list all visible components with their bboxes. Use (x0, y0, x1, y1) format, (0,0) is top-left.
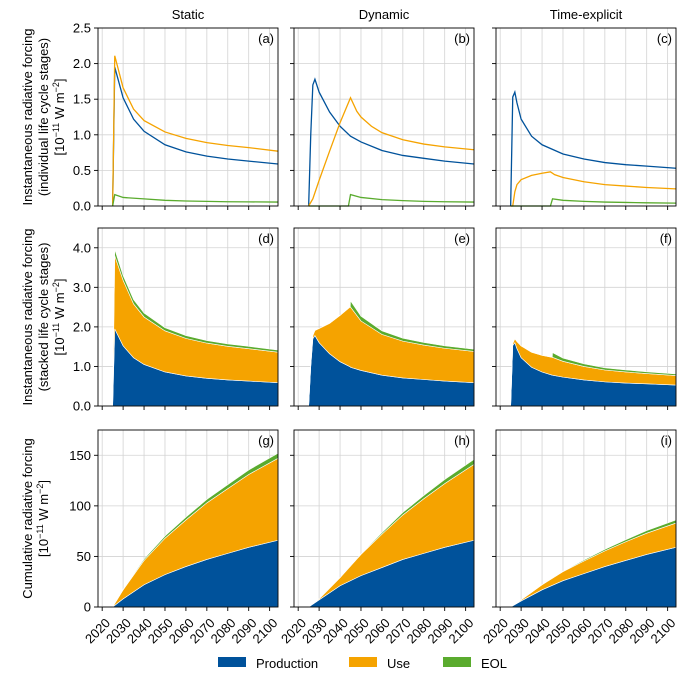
series-line-use (112, 55, 279, 207)
series-line-production (112, 66, 279, 207)
series-line-eol (308, 193, 475, 207)
y-tick-label: 1.5 (73, 92, 91, 107)
y-tick-label: 4.0 (73, 240, 91, 255)
plot-frame (97, 227, 279, 407)
y-tick-label: 0.0 (73, 199, 91, 214)
y-tick-label: 2.0 (73, 319, 91, 334)
panel-f: (f) (492, 227, 677, 410)
y-tick-label: 0.0 (73, 399, 91, 414)
plot-frame (97, 27, 279, 207)
plot-frame (495, 27, 677, 207)
y-tick-label: 0 (84, 600, 91, 615)
ylabel-line-2: (individual life cycle stages) (36, 38, 51, 196)
series-line-eol (510, 198, 677, 207)
legend-label-eol: EOL (481, 656, 507, 671)
y-tick-label: 3.0 (73, 280, 91, 295)
ylabel-unit: [10−11 W m−2] (51, 79, 67, 156)
plot-frame (293, 227, 475, 407)
legend-swatch-production (218, 657, 246, 667)
series-line-use (308, 96, 475, 207)
ylabel-row-0: Instantaneous radiative forcing (individu… (20, 28, 67, 205)
panel-label: (i) (660, 433, 672, 448)
legend: Production Use EOL (218, 656, 507, 671)
panel-a: 0.0 0.5 1.0 1.5 2.0 2.5 (a) (73, 21, 279, 214)
plot-frame (495, 227, 677, 407)
panel-label: (h) (454, 433, 470, 448)
plot-frame (293, 429, 475, 608)
y-tick-label: 150 (69, 448, 91, 463)
ylabel-line-1: Instantaneous radiative forcing (20, 228, 35, 405)
y-tick-label: 0.5 (73, 163, 91, 178)
series-line-production (510, 89, 677, 207)
legend-label-use: Use (387, 656, 410, 671)
series-line-production (308, 77, 475, 207)
plot-frame (293, 27, 475, 207)
ylabel-unit: [10−11 W m−2] (35, 480, 51, 557)
ylabel-unit: [10−11 W m−2] (51, 279, 67, 356)
y-tick-label: 2.5 (73, 21, 91, 36)
column-title-1: Dynamic (359, 7, 410, 22)
column-title-2: Time-explicit (550, 7, 623, 22)
panel-g: 2020203020402050206020702080209021000501… (69, 429, 281, 646)
panel-label: (c) (657, 31, 672, 46)
legend-swatch-eol (443, 657, 471, 667)
series-line-use (510, 171, 677, 207)
panel-d: 0.0 1.0 2.0 3.0 4.0 (d) (73, 227, 279, 414)
ylabel-row-1: Instantaneous radiative forcing (stacked … (20, 228, 67, 405)
ylabel-line-1: Cumulative radiative forcing (20, 438, 35, 598)
panel-label: (f) (660, 231, 672, 246)
x-tick-label: 2100 (647, 615, 678, 646)
panel-b: (b) (290, 27, 475, 210)
plot-frame (495, 429, 677, 608)
panel-label: (d) (258, 231, 274, 246)
legend-swatch-use (349, 657, 377, 667)
y-tick-label: 50 (77, 549, 91, 564)
plot-frame (97, 429, 279, 608)
panel-label: (e) (454, 231, 470, 246)
y-tick-label: 100 (69, 498, 91, 513)
x-tick-label: 2100 (445, 615, 476, 646)
panel-e: (e) (290, 227, 475, 410)
panel-c: (c) (492, 27, 677, 210)
legend-label-production: Production (256, 656, 318, 671)
y-tick-label: 1.0 (73, 359, 91, 374)
y-tick-label: 2.0 (73, 56, 91, 71)
x-tick-label: 2100 (249, 615, 280, 646)
panel-label: (b) (454, 31, 470, 46)
ylabel-row-2: Cumulative radiative forcing [10−11 W m−2… (20, 438, 51, 598)
panel-label: (a) (258, 31, 274, 46)
y-tick-label: 1.0 (73, 127, 91, 142)
ylabel-line-1: Instantaneous radiative forcing (20, 28, 35, 205)
column-title-0: Static (172, 7, 205, 22)
panel-label: (g) (258, 433, 274, 448)
series-line-eol (112, 193, 279, 207)
ylabel-line-2: (stacked life cycle stages) (36, 243, 51, 392)
